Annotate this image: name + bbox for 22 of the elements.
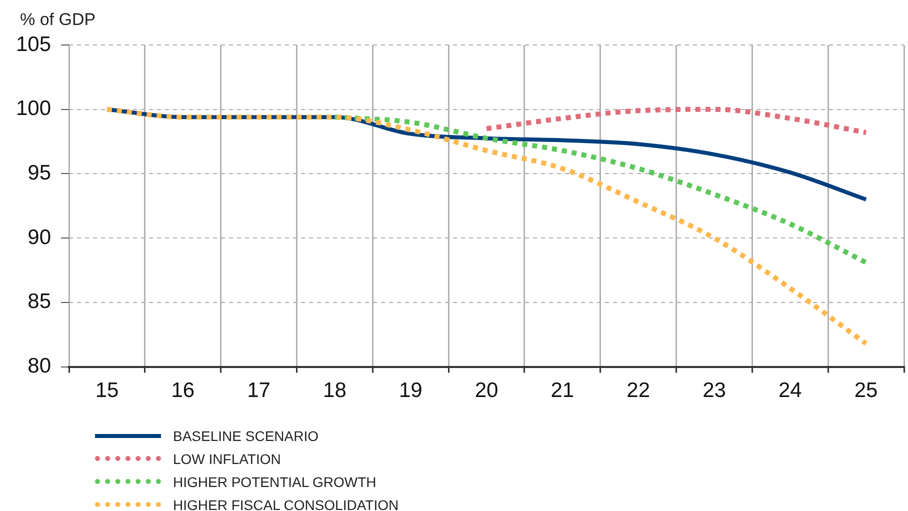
y-tick-label: 85: [28, 290, 52, 314]
legend-label: BASELINE SCENARIO: [173, 428, 318, 444]
x-tick-label: 16: [171, 379, 195, 402]
x-tick-label: 20: [474, 379, 498, 402]
y-axis-title: % of GDP: [20, 10, 96, 30]
x-tick-label: 19: [398, 379, 422, 402]
x-tick-label: 18: [323, 379, 346, 402]
y-tick-label: 105: [16, 32, 52, 56]
x-tick-label: 21: [550, 379, 574, 402]
y-tick-label: 95: [28, 162, 52, 185]
y-tick-label: 90: [28, 226, 52, 249]
y-tick-label: 100: [16, 97, 52, 120]
x-tick-label: 23: [702, 379, 726, 402]
x-tick-label: 25: [854, 379, 878, 402]
x-tick-label: 22: [626, 379, 650, 402]
legend-label: LOW INFLATION: [173, 450, 281, 466]
x-tick-label: 15: [95, 379, 119, 402]
x-tick-label: 24: [778, 379, 802, 402]
legend-label: HIGHER FISCAL CONSOLIDATION: [173, 496, 399, 511]
x-tick-label: 17: [247, 379, 270, 402]
y-tick-label: 80: [28, 354, 52, 378]
legend-label: HIGHER POTENTIAL GROWTH: [173, 474, 376, 490]
